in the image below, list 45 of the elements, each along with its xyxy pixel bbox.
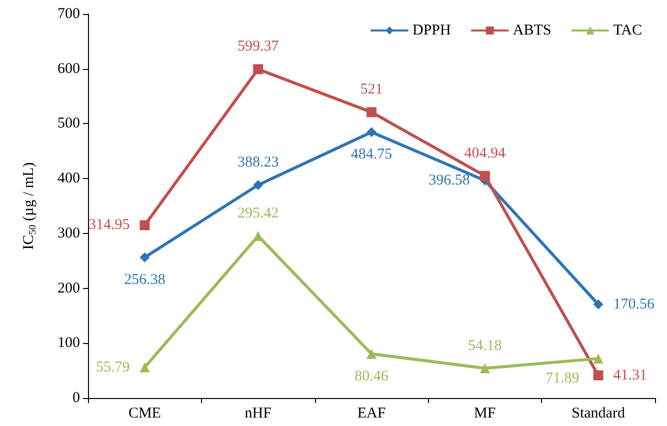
point [480,363,490,374]
y-tick-label: 0 [72,390,80,406]
point [366,127,376,138]
y-tick-label: 500 [58,116,80,132]
data-label: 55.79 [96,359,130,376]
data-label: 388.23 [237,154,279,171]
data-label: 599.37 [237,38,280,55]
data-label: 71.89 [546,370,580,387]
y-axis-title: IC50 (µg / mL) [21,162,38,250]
x-tick-label: nHF [244,406,272,422]
data-label: 80.46 [354,368,389,384]
data-label: 396.58 [428,172,470,188]
y-tick-label: 300 [58,225,80,242]
point [140,220,150,230]
point [140,252,150,262]
y-tick-label: 100 [58,335,80,352]
x-tick-label: MF [474,406,496,422]
legend-label: DPPH [412,22,452,38]
point [593,370,604,380]
x-tick-label: Standard [572,406,626,422]
data-label: 314.95 [88,217,130,234]
point [366,348,376,359]
point [140,362,150,372]
legend-label: TAC [613,22,642,38]
data-label: 54.18 [468,338,502,354]
point [366,107,376,118]
x-tick-label: CME [128,406,161,422]
x-tick-label: EAF [357,406,386,422]
point [593,354,604,364]
point [480,170,490,181]
legend-label: ABTS [512,22,552,38]
y-tick-label: 200 [58,280,80,296]
data-label: 170.56 [613,296,656,312]
data-label: 41.31 [613,367,648,384]
y-tick-label: 400 [58,170,80,187]
y-tick-label: 600 [58,60,80,77]
data-label: 484.75 [350,146,392,163]
y-tick-label: 700 [58,6,80,22]
point [253,180,264,190]
point [253,64,264,74]
data-label: 295.42 [237,205,279,222]
data-label: 404.94 [464,145,506,162]
data-label: 256.38 [124,272,166,288]
data-label: 521 [360,82,383,98]
point [593,299,604,310]
